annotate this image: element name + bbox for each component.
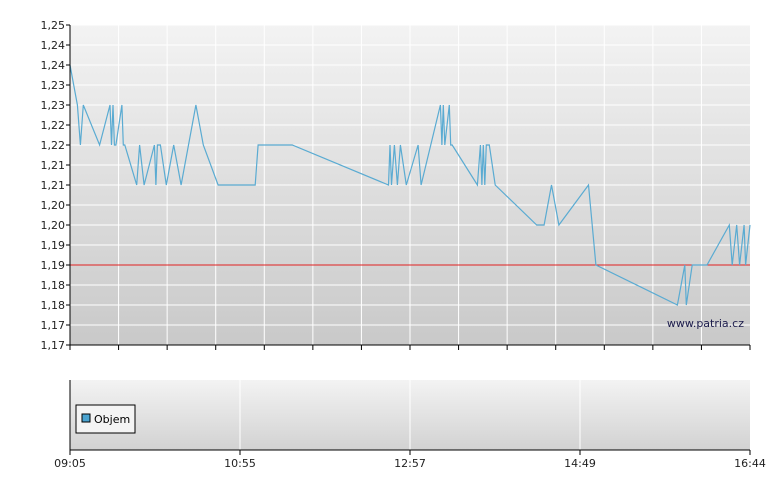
y-tick-label: 1,18 — [41, 299, 66, 312]
x-tick-label: 14:49 — [564, 457, 596, 470]
x-tick-label: 12:57 — [394, 457, 426, 470]
legend-swatch — [81, 413, 91, 423]
y-axis-ticks — [66, 24, 70, 346]
volume-vertical-gridlines — [239, 380, 581, 450]
y-tick-label: 1,22 — [41, 119, 66, 132]
y-tick-label: 1,17 — [41, 319, 66, 332]
x-axis-ticks — [69, 450, 751, 455]
x-tick-label: 09:05 — [54, 457, 86, 470]
x-tick-label: 10:55 — [224, 457, 256, 470]
y-tick-label: 1,21 — [41, 159, 66, 172]
y-tick-label: 1,18 — [41, 279, 66, 292]
y-axis-labels: 1,17 1,17 1,18 1,18 1,19 1,19 1,20 1,20 1,21 1,21… — [41, 19, 66, 352]
legend-label: Objem — [94, 413, 130, 426]
y-tick-label: 1,17 — [41, 339, 66, 352]
price-vertical-gridlines — [118, 25, 702, 345]
y-tick-label: 1,20 — [41, 199, 66, 212]
volume-legend: Objem — [75, 404, 136, 434]
y-tick-label: 1,19 — [41, 239, 66, 252]
price-series-line — [69, 64, 751, 306]
x-tick-label: 16:44 — [734, 457, 766, 470]
y-tick-label: 1,23 — [41, 79, 66, 92]
y-tick-label: 1,24 — [41, 59, 66, 72]
y-tick-label: 1,23 — [41, 99, 66, 112]
watermark: www.patria.cz — [667, 317, 744, 330]
y-tick-label: 1,24 — [41, 39, 66, 52]
y-tick-label: 1,25 — [41, 19, 66, 32]
y-tick-label: 1,20 — [41, 219, 66, 232]
y-tick-label: 1,21 — [41, 179, 66, 192]
y-tick-label: 1,22 — [41, 139, 66, 152]
y-tick-label: 1,19 — [41, 259, 66, 272]
x-axis-labels: 09:05 10:55 12:57 14:49 16:44 — [54, 457, 766, 470]
price-x-axis-ticks — [69, 345, 751, 350]
